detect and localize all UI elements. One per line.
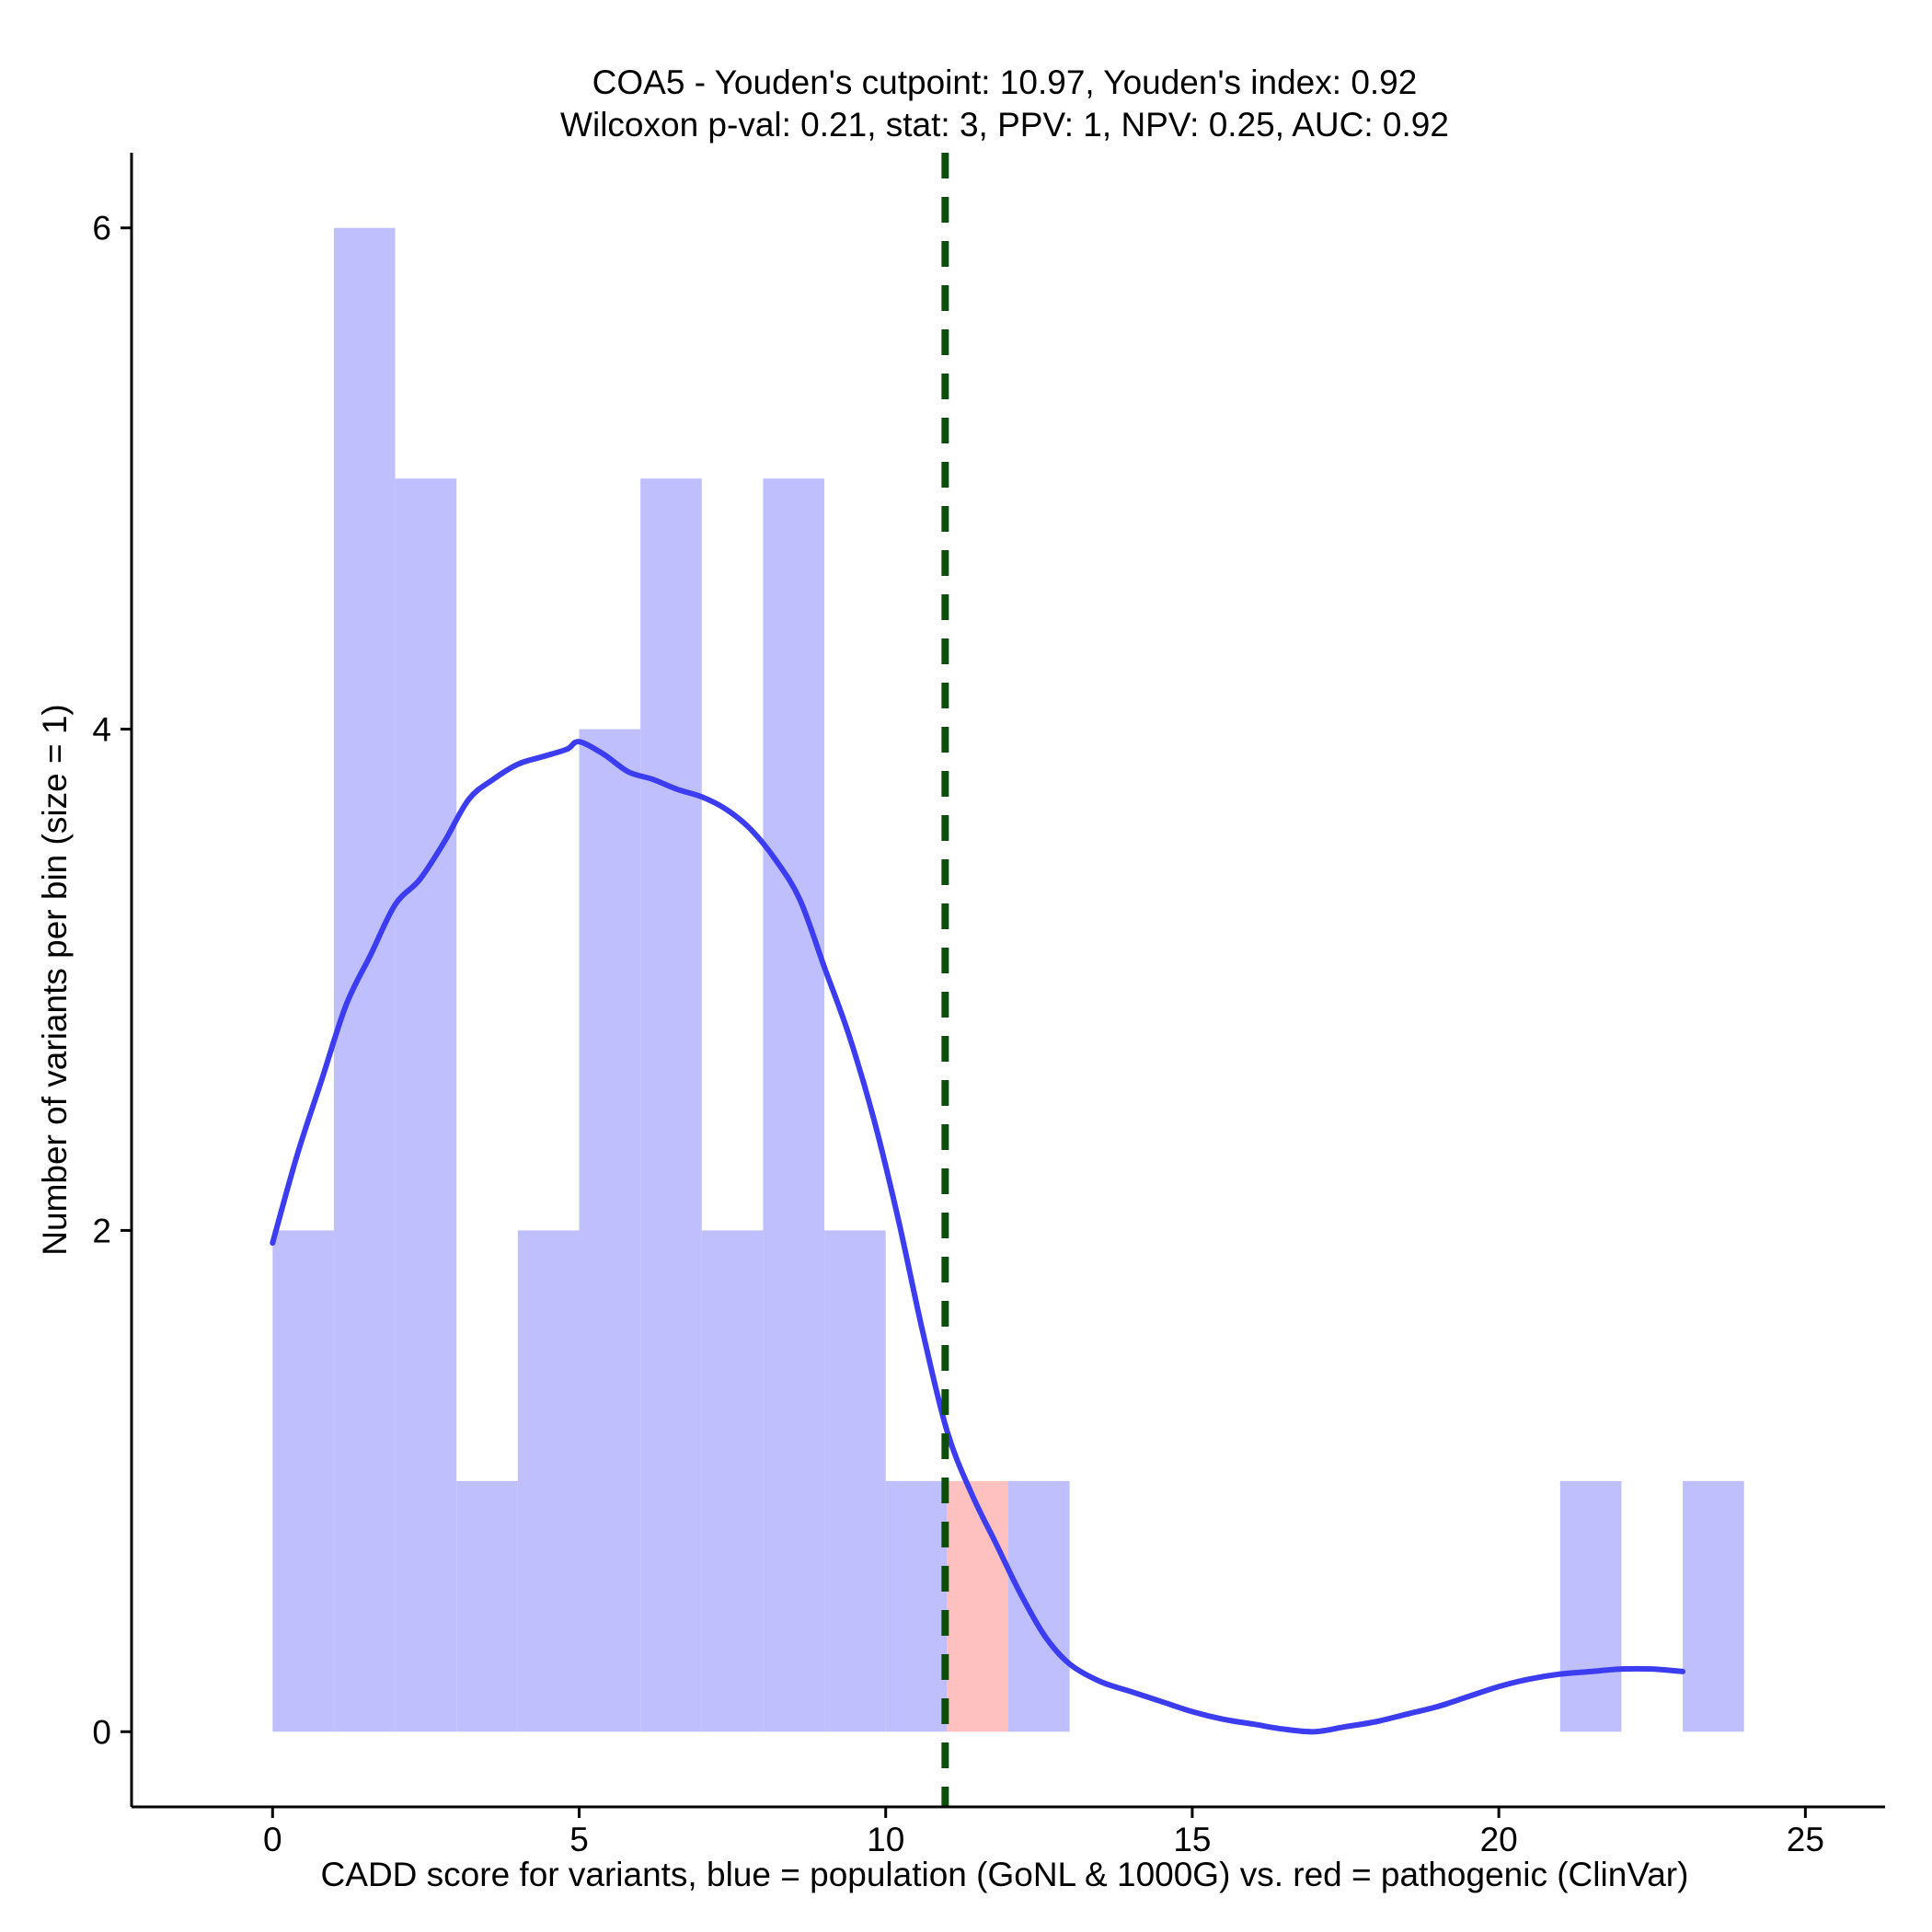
- y-tick-label: 4: [92, 711, 111, 749]
- x-tick-label: 25: [1787, 1821, 1824, 1858]
- population-bar: [517, 1230, 580, 1732]
- population-bar: [1683, 1480, 1744, 1732]
- population-bar: [1008, 1480, 1070, 1732]
- pathogenic-bar: [947, 1480, 1008, 1732]
- x-tick-label: 15: [1173, 1821, 1211, 1858]
- x-tick-label: 0: [263, 1821, 282, 1858]
- x-tick-label: 5: [569, 1821, 589, 1858]
- y-tick-label: 6: [92, 210, 111, 247]
- x-axis-ticks: 0 5 10 15 20 25: [263, 1807, 1824, 1858]
- chart-title-line1: COA5 - Youden's cutpoint: 10.97, Youden'…: [592, 63, 1418, 101]
- population-bar: [395, 478, 457, 1732]
- y-axis-label: Number of variants per bin (size = 1): [36, 704, 74, 1255]
- population-bar: [333, 227, 396, 1732]
- density-curve-layer: [270, 739, 1686, 1735]
- population-bar: [579, 729, 641, 1732]
- population-bar: [272, 1230, 334, 1732]
- chart-title-line2: Wilcoxon p-val: 0.21, stat: 3, PPV: 1, N…: [560, 106, 1449, 144]
- y-tick-label: 0: [92, 1713, 111, 1751]
- population-bar: [763, 478, 825, 1732]
- x-tick-label: 20: [1480, 1821, 1518, 1858]
- population-bar: [885, 1480, 948, 1732]
- histogram-bars: [272, 227, 1744, 1732]
- population-bar: [640, 478, 702, 1732]
- x-axis-label: CADD score for variants, blue = populati…: [321, 1856, 1689, 1893]
- population-bar: [701, 1230, 764, 1732]
- y-axis-ticks: 0 2 4 6: [92, 210, 132, 1751]
- population-bar: [1559, 1480, 1622, 1732]
- y-tick-label: 2: [92, 1212, 111, 1249]
- density-curve: [270, 739, 1686, 1735]
- x-tick-label: 10: [867, 1821, 904, 1858]
- population-bar: [456, 1480, 518, 1732]
- population-bar: [824, 1230, 886, 1732]
